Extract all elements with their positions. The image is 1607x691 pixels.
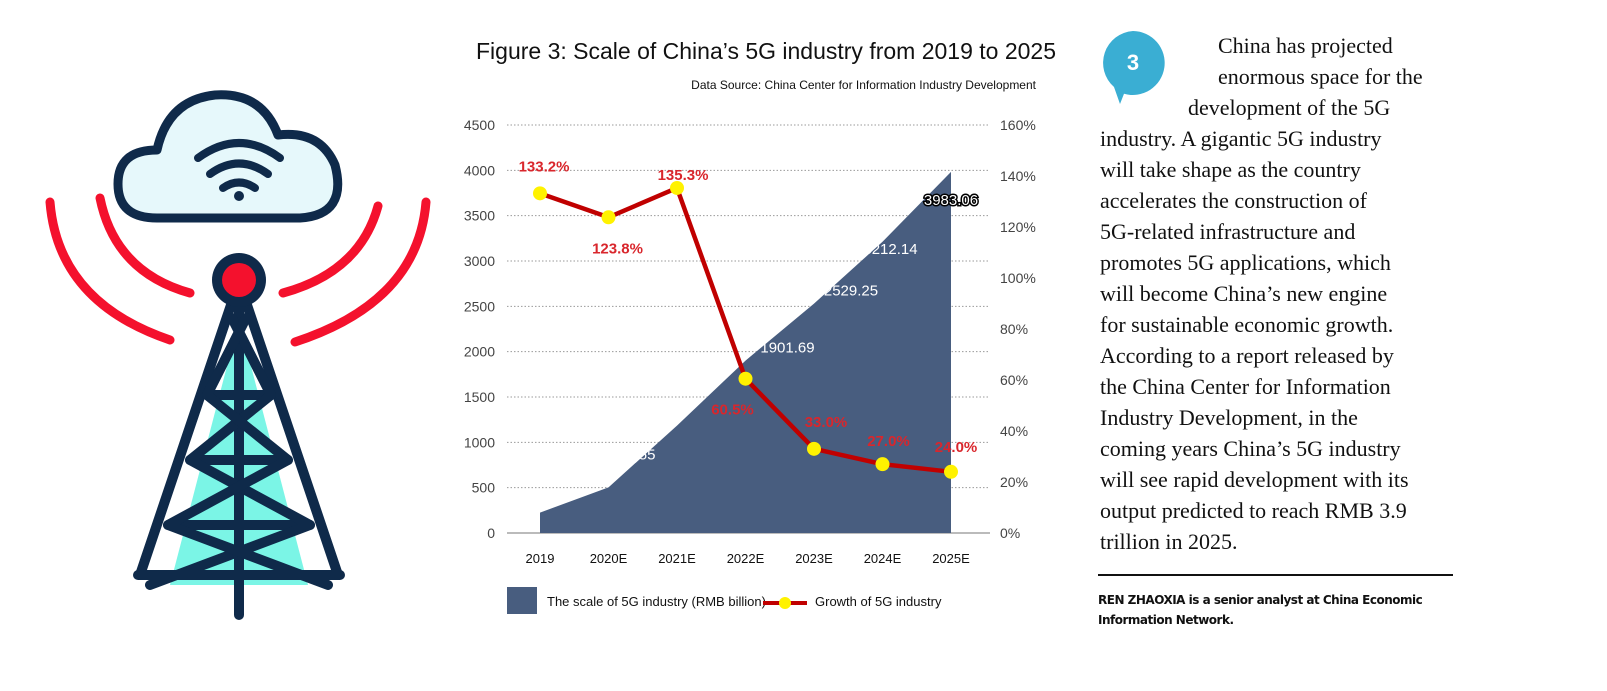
- author-bio: REN ZHAOXIA is a senior analyst at China…: [1098, 590, 1458, 630]
- x-tick-label: 2025E: [932, 551, 970, 566]
- x-tick-label: 2024E: [864, 551, 902, 566]
- area-data-label: 1184.85: [676, 331, 729, 348]
- article-line: According to a report released by: [1100, 343, 1394, 368]
- area-data-label: 503.55: [610, 446, 656, 463]
- y-tick-label: 4000: [464, 162, 495, 178]
- y2-tick-label: 160%: [1000, 117, 1036, 133]
- divider: [1098, 574, 1453, 576]
- y-tick-label: 1500: [464, 389, 495, 405]
- article-line: China has projected: [1218, 33, 1393, 58]
- author-line: REN ZHAOXIA is a senior analyst at China…: [1098, 593, 1423, 607]
- line-marker: [601, 210, 616, 225]
- line-marker: [875, 457, 890, 472]
- y-tick-label: 3500: [464, 208, 495, 224]
- author-line: Information Network.: [1098, 613, 1234, 627]
- line-marker: [738, 371, 753, 386]
- y-tick-label: 2500: [464, 298, 495, 314]
- x-tick-label: 2023E: [795, 551, 833, 566]
- y-tick-label: 0: [487, 525, 495, 541]
- y-axis-right: 0% 20% 40% 60% 80% 100% 120% 140% 160%: [1000, 117, 1036, 541]
- y2-tick-label: 0%: [1000, 525, 1020, 541]
- line-data-label: 123.8%: [592, 240, 643, 257]
- article-line: trillion in 2025.: [1100, 529, 1238, 554]
- line-data-label: 27.0%: [867, 433, 910, 450]
- chart-source: Data Source: China Center for Informatio…: [691, 78, 1036, 92]
- line-marker: [533, 186, 547, 201]
- line-data-label: 33.0%: [805, 414, 848, 431]
- badge-bubble-icon: 3: [1103, 31, 1165, 104]
- line-marker: [670, 180, 684, 195]
- legend-swatch-marker: [779, 597, 791, 609]
- area-data-label: 225: [540, 490, 565, 507]
- article-line: will take shape as the country: [1100, 157, 1361, 182]
- line-labels: 133.2% 123.8% 135.3% 60.5% 33.0% 27.0% 24.0%: [519, 158, 978, 455]
- area-labels: 225 503.55 1184.85 1901.69 2529.25 3212.14 398…: [540, 190, 979, 507]
- area-data-label: 3983.06: [924, 192, 978, 209]
- area-data-label: 3212.14: [863, 241, 917, 258]
- article-line: development of the 5G: [1188, 95, 1391, 120]
- article-line: Industry Development, in the: [1100, 405, 1358, 430]
- article-line: industry. A gigantic 5G industry: [1100, 126, 1382, 151]
- signal-waves: [45, 193, 431, 347]
- cloud-icon: [113, 90, 343, 223]
- article-line: output predicted to reach RMB 3.9: [1100, 498, 1407, 523]
- legend-swatch-area: [507, 587, 537, 614]
- line-markers: [533, 180, 958, 479]
- article-line: enormous space for the: [1218, 64, 1423, 89]
- area-series-scale: [540, 171, 951, 533]
- legend: The scale of 5G industry (RMB billion) G…: [507, 587, 942, 614]
- y-tick-label: 3000: [464, 253, 495, 269]
- line-marker: [944, 464, 958, 479]
- y-tick-label: 500: [472, 480, 496, 496]
- chart-title: Figure 3: Scale of China’s 5G industry f…: [476, 38, 1057, 64]
- chart: 0 500 1000 1500 2000 2500 3000 3500 4000 4500 0% 2…: [464, 117, 1036, 614]
- article-line: accelerates the construction of: [1100, 188, 1367, 213]
- line-data-label: 60.5%: [711, 402, 754, 419]
- y-tick-label: 1000: [464, 434, 495, 450]
- y2-tick-label: 80%: [1000, 321, 1028, 337]
- y2-tick-label: 120%: [1000, 219, 1036, 235]
- article-line: the China Center for Information: [1100, 374, 1391, 399]
- badge-number: 3: [1127, 50, 1139, 75]
- y-tick-label: 2000: [464, 344, 495, 360]
- x-axis: 2019 2020E 2021E 2022E 2023E 2024E 2025E: [526, 551, 971, 566]
- x-tick-label: 2020E: [590, 551, 628, 566]
- y2-tick-label: 60%: [1000, 372, 1028, 388]
- y2-tick-label: 40%: [1000, 423, 1028, 439]
- line-data-label: 133.2%: [519, 158, 570, 175]
- legend-label-area: The scale of 5G industry (RMB billion): [547, 594, 766, 609]
- line-marker: [807, 441, 821, 456]
- x-tick-label: 2022E: [727, 551, 765, 566]
- x-tick-label: 2021E: [658, 551, 696, 566]
- x-tick-label: 2019: [526, 551, 555, 566]
- y2-tick-label: 20%: [1000, 474, 1028, 490]
- article-line: for sustainable economic growth.: [1100, 312, 1394, 337]
- article-line: 5G-related infrastructure and: [1100, 219, 1356, 244]
- line-data-label: 24.0%: [935, 439, 978, 456]
- y2-tick-label: 140%: [1000, 168, 1036, 184]
- legend-label-line: Growth of 5G industry: [815, 594, 942, 609]
- antenna-tower-icon: [133, 253, 345, 620]
- article-line: coming years China’s 5G industry: [1100, 436, 1401, 461]
- article-text: China has projected enormous space for th…: [1100, 30, 1460, 557]
- article-line: will become China’s new engine: [1100, 281, 1388, 306]
- 5g-tower-icon: [45, 90, 431, 620]
- article-line: will see rapid development with its: [1100, 467, 1409, 492]
- area-data-label: 2529.25: [824, 283, 878, 300]
- area-data-label: 1901.69: [760, 340, 814, 357]
- y2-tick-label: 100%: [1000, 270, 1036, 286]
- article-line: promotes 5G applications, which: [1100, 250, 1391, 275]
- line-data-label: 135.3%: [658, 167, 709, 184]
- wifi-icon: [194, 139, 284, 201]
- y-axis-left: 0 500 1000 1500 2000 2500 3000 3500 4000 4500: [464, 117, 495, 541]
- y-tick-label: 4500: [464, 117, 495, 133]
